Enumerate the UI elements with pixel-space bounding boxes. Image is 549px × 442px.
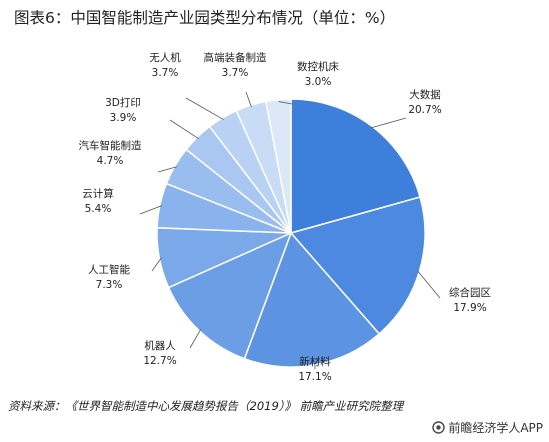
leader-line-5: [139, 205, 163, 215]
pie-slice-1: [289, 196, 426, 335]
slice-category-label-6: 汽车智能制造: [79, 139, 142, 152]
leader-line-7: [169, 119, 199, 140]
slice-category-label-9: 高端装备制造: [204, 51, 267, 64]
leader-line-6: [157, 166, 177, 173]
slice-value-label-6: 4.7%: [97, 155, 124, 167]
slice-value-label-9: 3.7%: [222, 67, 249, 79]
slice-category-label-7: 3D打印: [105, 96, 141, 109]
slice-value-label-4: 7.3%: [96, 279, 123, 291]
leader-line-3: [189, 329, 202, 349]
leader-line-8: [185, 97, 224, 120]
slice-category-label-3: 机器人: [144, 339, 176, 352]
slice-category-label-0: 大数据: [409, 88, 441, 101]
slice-value-label-0: 20.7%: [408, 104, 441, 116]
slice-category-label-1: 综合园区: [449, 286, 491, 299]
pie-slice-0: [290, 98, 422, 234]
leader-line-1: [417, 270, 441, 299]
slice-value-label-1: 17.9%: [453, 302, 486, 314]
pie-slice-3: [167, 231, 293, 360]
slice-category-label-5: 云计算: [82, 187, 114, 200]
slice-value-label-2: 17.1%: [298, 371, 331, 383]
slice-category-label-10: 数控机床: [297, 60, 339, 73]
leader-line-9: [245, 91, 252, 108]
chart-title: 图表6：中国智能制造产业园类型分布情况（单位：%）: [14, 9, 396, 27]
pie-slice-10: [265, 98, 292, 234]
brand-logo-icon: [432, 421, 446, 434]
slice-value-label-3: 12.7%: [143, 355, 176, 367]
source-note: 资料来源：《世界智能制造中心发展趋势报告（2019）》 前瞻产业研究院整理: [8, 399, 404, 413]
slice-category-label-2: 新材料: [299, 355, 331, 368]
slice-value-label-5: 5.4%: [85, 203, 112, 215]
slice-value-label-7: 3.9%: [110, 112, 137, 124]
leader-line-10: [278, 101, 293, 105]
brand-label: 前瞻经济学人APP: [448, 421, 543, 435]
slice-value-label-8: 3.7%: [152, 67, 179, 79]
leader-line-0: [370, 117, 407, 129]
slice-category-label-8: 无人机: [149, 51, 181, 64]
slice-value-label-10: 3.0%: [305, 76, 332, 88]
leader-line-4: [151, 257, 162, 272]
brand-credit: 前瞻经济学人APP: [432, 419, 543, 436]
slice-category-label-4: 人工智能: [88, 263, 130, 276]
